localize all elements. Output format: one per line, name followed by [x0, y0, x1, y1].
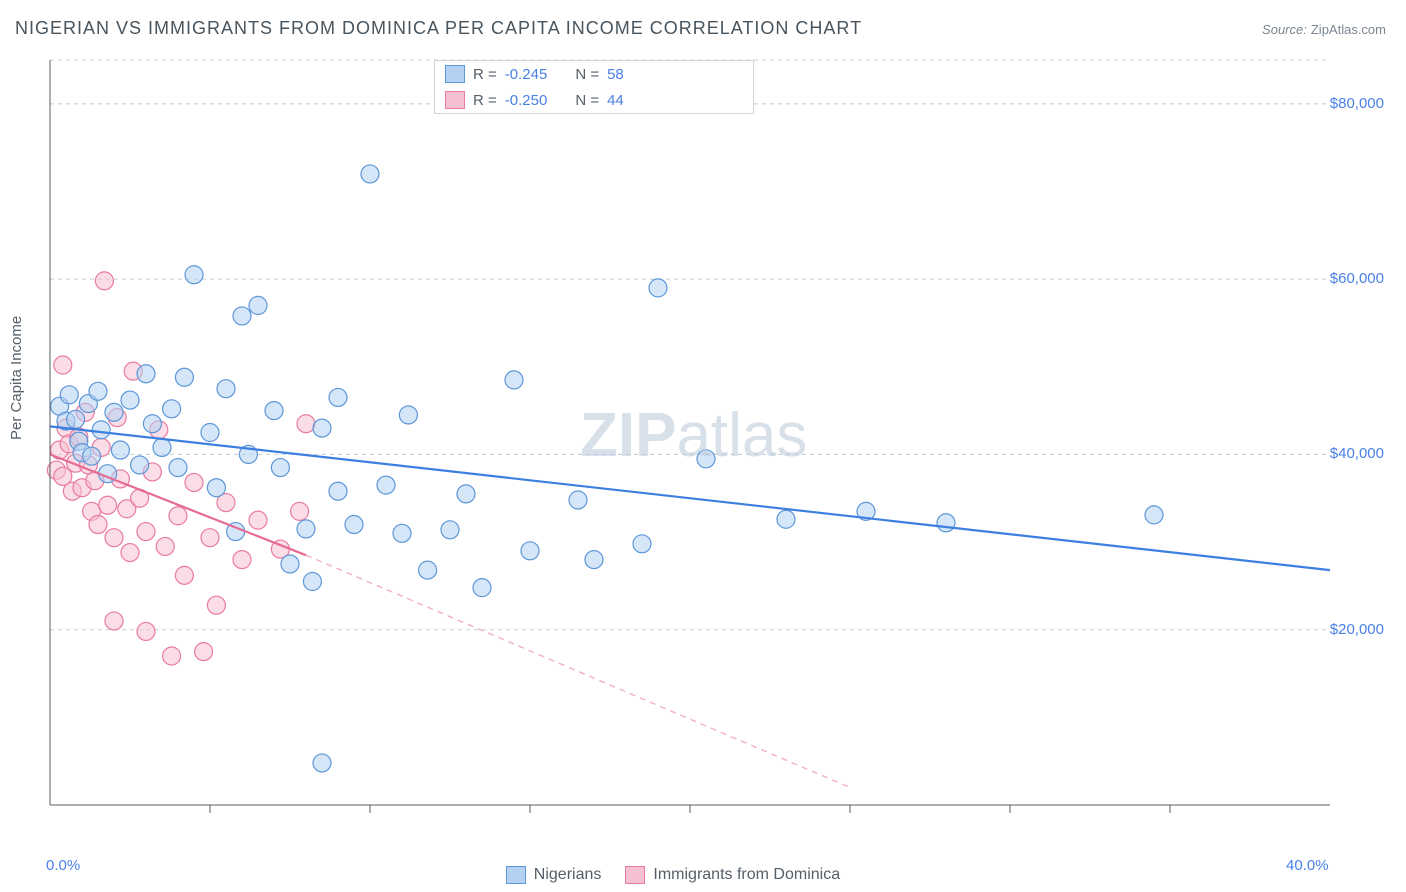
stats-row: R = -0.245 N = 58: [435, 61, 753, 87]
y-axis-label: Per Capita Income: [8, 316, 25, 440]
x-axis-max-label: 40.0%: [1286, 857, 1329, 874]
n-value: 44: [607, 92, 624, 109]
series-swatch: [506, 866, 526, 884]
r-value: -0.250: [505, 92, 548, 109]
y-tick-label: $60,000: [1330, 270, 1384, 287]
r-label: R =: [473, 92, 497, 109]
y-tick-label: $20,000: [1330, 621, 1384, 638]
legend-item: Nigerians: [506, 866, 602, 884]
series-swatch: [625, 866, 645, 884]
stats-row: R = -0.250 N = 44: [435, 87, 753, 113]
y-tick-label: $80,000: [1330, 95, 1384, 112]
n-label: N =: [575, 92, 599, 109]
x-axis-min-label: 0.0%: [46, 857, 80, 874]
n-value: 58: [607, 66, 624, 83]
legend-label: Nigerians: [534, 866, 602, 884]
series-swatch: [445, 91, 465, 109]
scatter-chart: [45, 55, 1385, 845]
legend-item: Immigrants from Dominica: [625, 866, 840, 884]
series-swatch: [445, 65, 465, 83]
r-value: -0.245: [505, 66, 548, 83]
source-attribution: Source: ZipAtlas.com: [1262, 22, 1386, 37]
chart-title: NIGERIAN VS IMMIGRANTS FROM DOMINICA PER…: [15, 18, 862, 39]
correlation-stats-box: R = -0.245 N = 58 R = -0.250 N = 44: [434, 60, 754, 114]
source-value: ZipAtlas.com: [1311, 22, 1386, 37]
legend-label: Immigrants from Dominica: [653, 866, 840, 884]
source-label: Source:: [1262, 22, 1307, 37]
y-tick-label: $40,000: [1330, 445, 1384, 462]
r-label: R =: [473, 66, 497, 83]
n-label: N =: [575, 66, 599, 83]
bottom-legend: Nigerians Immigrants from Dominica: [506, 866, 840, 884]
